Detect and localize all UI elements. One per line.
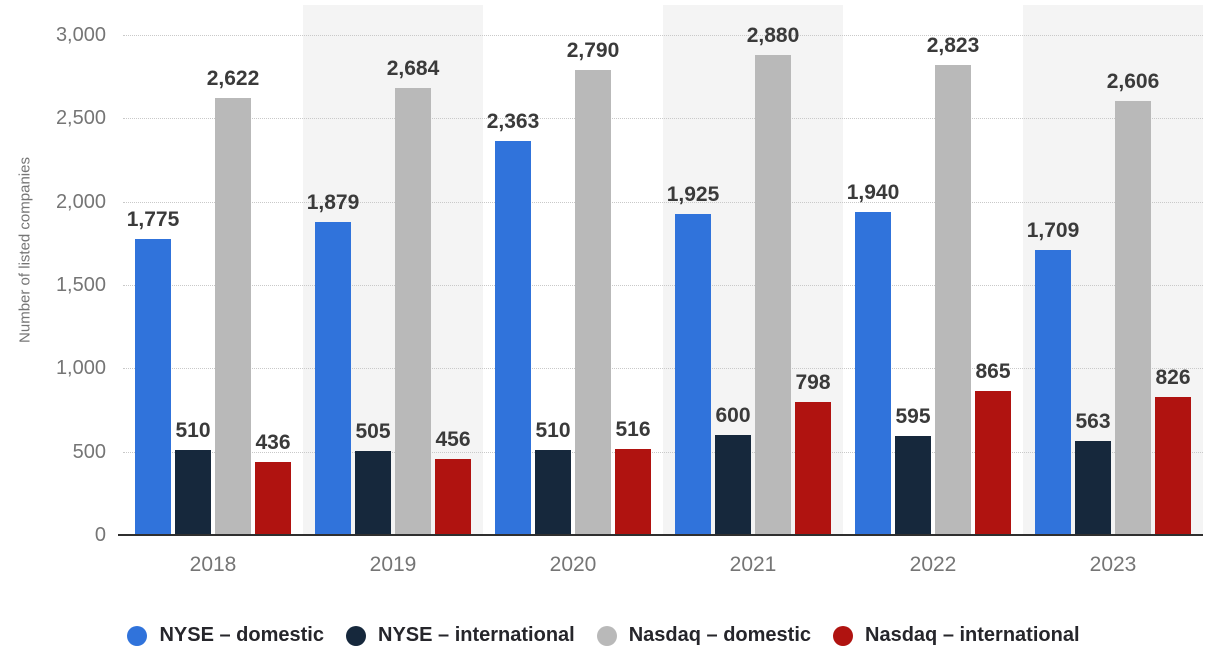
y-tick-label-3000: 3,000 xyxy=(55,24,106,46)
bar-nasdaq-domestic-2020[interactable]: 2,790 xyxy=(567,39,619,535)
legend-item-nyse-international[interactable]: NYSE – international xyxy=(346,624,575,647)
bar-nyse-international-2022[interactable]: 595 xyxy=(895,405,931,535)
bar-nyse-domestic-2019[interactable]: 1,879 xyxy=(307,191,359,535)
bar-value-label: 2,790 xyxy=(566,39,620,62)
bar-nasdaq-domestic-2022[interactable]: 2,823 xyxy=(927,34,979,535)
y-axis-title: Number of listed companies xyxy=(16,157,34,343)
bar-nyse-international-2023[interactable]: 563 xyxy=(1075,410,1111,535)
bar-nyse-domestic-2020[interactable]: 2,363 xyxy=(487,110,539,535)
bar-value-label: 2,363 xyxy=(486,110,540,134)
bar-nasdaq-international-2018[interactable]: 436 xyxy=(255,431,291,535)
bar-nasdaq-international-2020[interactable]: 516 xyxy=(615,418,651,535)
bar-nasdaq-international-2023[interactable]: 826 xyxy=(1155,366,1191,535)
gridline-500 xyxy=(123,451,1203,453)
bar-nasdaq-international-2019[interactable]: 456 xyxy=(435,428,471,535)
legend-swatch-nyse-international xyxy=(346,625,366,646)
chart-legend: NYSE – domestic NYSE – international Nasda… xyxy=(0,624,1207,647)
y-tick-label-1000: 1,000 xyxy=(55,357,106,380)
bar-group-2023: 1,709 563 2,606 826 xyxy=(1023,35,1203,535)
x-category-label-2018: 2018 xyxy=(189,553,237,576)
y-tick-label-0: 0 xyxy=(94,524,106,546)
bar-nasdaq-international-2022[interactable]: 865 xyxy=(975,360,1011,535)
bar-value-label: 2,606 xyxy=(1106,69,1160,93)
bar-value-label: 510 xyxy=(535,419,571,442)
y-tick-label-2000: 2,000 xyxy=(55,190,106,213)
legend-label: Nasdaq – international xyxy=(865,624,1080,646)
bar-value-label: 1,879 xyxy=(306,190,360,214)
x-category-label-2021: 2021 xyxy=(729,553,777,576)
legend-item-nasdaq-domestic[interactable]: Nasdaq – domestic xyxy=(596,624,812,647)
bar-value-label: 505 xyxy=(355,419,391,443)
legend-item-nasdaq-international[interactable]: Nasdaq – international xyxy=(833,624,1080,647)
bar-value-label: 600 xyxy=(715,404,751,427)
bar-group-2021: 1,925 600 2,880 798 xyxy=(663,24,843,535)
bar-value-label: 826 xyxy=(1155,366,1191,390)
gridline-1500 xyxy=(123,285,1203,286)
bar-nasdaq-domestic-2019[interactable]: 2,684 xyxy=(387,57,439,535)
gridline-2500 xyxy=(123,118,1203,120)
x-axis-line xyxy=(118,534,1203,536)
x-category-label-2020: 2020 xyxy=(549,553,597,576)
bar-value-label: 1,925 xyxy=(666,183,720,207)
bar-value-label: 2,823 xyxy=(926,33,980,57)
bar-nyse-domestic-2022[interactable]: 1,940 xyxy=(847,181,899,535)
bar-group-2019: 1,879 505 2,684 456 xyxy=(303,35,483,535)
legend-swatch-nasdaq-international xyxy=(833,625,854,646)
bar-nyse-domestic-2023[interactable]: 1,709 xyxy=(1027,219,1079,535)
legend-swatch-nyse-domestic xyxy=(127,625,148,646)
bar-value-label: 456 xyxy=(435,428,471,451)
x-category-label-2022: 2022 xyxy=(909,553,957,576)
bar-value-label: 595 xyxy=(895,404,931,428)
bar-value-label: 2,684 xyxy=(386,56,440,80)
bar-group-2018: 1,775 510 2,622 436 xyxy=(123,35,303,535)
bar-value-label: 2,622 xyxy=(206,67,260,90)
bar-nyse-international-2020[interactable]: 510 xyxy=(535,419,571,535)
bar-value-label: 2,880 xyxy=(746,24,800,47)
bar-nyse-domestic-2018[interactable]: 1,775 xyxy=(127,208,179,535)
bar-value-label: 510 xyxy=(175,419,211,442)
bar-value-label: 798 xyxy=(795,371,831,394)
bar-group-2020: 2,363 510 2,790 516 xyxy=(483,35,663,535)
bar-value-label: 1,709 xyxy=(1026,219,1080,243)
bar-nyse-international-2018[interactable]: 510 xyxy=(175,419,211,535)
y-tick-label-1500: 1,500 xyxy=(55,274,106,296)
bar-value-label: 1,775 xyxy=(126,208,180,232)
bar-value-label: 1,940 xyxy=(846,180,900,204)
bar-nyse-international-2021[interactable]: 600 xyxy=(715,404,751,535)
bar-nasdaq-domestic-2021[interactable]: 2,880 xyxy=(747,24,799,535)
y-tick-label-500: 500 xyxy=(72,440,106,463)
bar-value-label: 516 xyxy=(615,418,651,441)
x-category-label-2023: 2023 xyxy=(1089,553,1137,576)
bar-nasdaq-international-2021[interactable]: 798 xyxy=(795,371,831,535)
x-category-label-2019: 2019 xyxy=(369,553,417,576)
bar-nasdaq-domestic-2018[interactable]: 2,622 xyxy=(207,67,259,535)
bar-value-label: 436 xyxy=(255,431,291,455)
bar-nyse-domestic-2021[interactable]: 1,925 xyxy=(667,183,719,535)
bar-nyse-international-2019[interactable]: 505 xyxy=(355,420,391,535)
bar-value-label: 865 xyxy=(975,359,1011,383)
legend-item-nyse-domestic[interactable]: NYSE – domestic xyxy=(127,624,324,647)
legend-swatch-nasdaq-domestic xyxy=(596,625,617,646)
y-tick-label-2500: 2,500 xyxy=(55,107,106,130)
legend-label: NYSE – domestic xyxy=(159,624,324,646)
bar-group-2022: 1,940 595 2,823 865 xyxy=(843,34,1023,535)
bar-nasdaq-domestic-2023[interactable]: 2,606 xyxy=(1107,70,1159,535)
legend-label: NYSE – international xyxy=(378,624,575,646)
bar-value-label: 563 xyxy=(1075,410,1111,434)
gridline-2000 xyxy=(123,201,1203,203)
legend-label: Nasdaq – domestic xyxy=(628,624,812,646)
gridline-3000 xyxy=(123,35,1203,36)
gridline-1000 xyxy=(123,368,1203,370)
